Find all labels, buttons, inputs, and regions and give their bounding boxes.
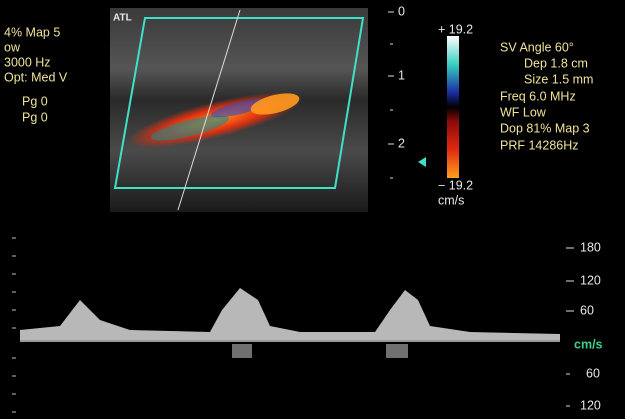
velocity-unit: cm/s xyxy=(574,337,603,351)
color-bar-unit: cm/s xyxy=(438,193,464,207)
depth-label: 1 xyxy=(398,68,405,82)
left-line: Pg 0 xyxy=(22,110,48,124)
velocity-label: 180 xyxy=(580,240,601,254)
setting: SV Angle 60° xyxy=(500,40,574,54)
probe-logo: ATL xyxy=(113,13,132,24)
depth-ticks xyxy=(388,12,394,178)
left-line: Opt: Med V xyxy=(4,70,68,84)
setting: PRF 14286Hz xyxy=(500,138,579,152)
aliasing xyxy=(232,344,408,358)
setting: Freq 6.0 MHz xyxy=(500,89,576,103)
left-line: 3000 Hz xyxy=(4,55,51,69)
color-bar-top: + 19.2 xyxy=(438,22,473,36)
ultrasound-screen: ATL 4% Map 5 ow 3000 Hz Opt: Med V Pg 0 … xyxy=(0,0,625,419)
left-line: 4% Map 5 xyxy=(4,25,60,39)
velocity-label: 60 xyxy=(580,303,594,317)
focus-marker xyxy=(418,157,426,167)
left-line: Pg 0 xyxy=(22,94,48,108)
setting: Dop 81% Map 3 xyxy=(500,121,590,135)
depth-label: 0 xyxy=(398,4,405,18)
color-bar-bottom: − 19.2 xyxy=(438,178,473,192)
setting: Size 1.5 mm xyxy=(524,72,593,86)
velocity-ticks xyxy=(566,248,574,406)
time-ticks xyxy=(12,238,16,412)
color-bar xyxy=(447,36,459,178)
depth-label: 2 xyxy=(398,136,405,150)
velocity-label: 60 xyxy=(586,366,600,380)
setting: Dep 1.8 cm xyxy=(524,56,588,70)
velocity-label: 120 xyxy=(580,273,601,287)
setting: WF Low xyxy=(500,105,547,119)
left-line: ow xyxy=(4,40,21,54)
doppler-waveform xyxy=(20,288,560,340)
velocity-label: 120 xyxy=(580,398,601,412)
